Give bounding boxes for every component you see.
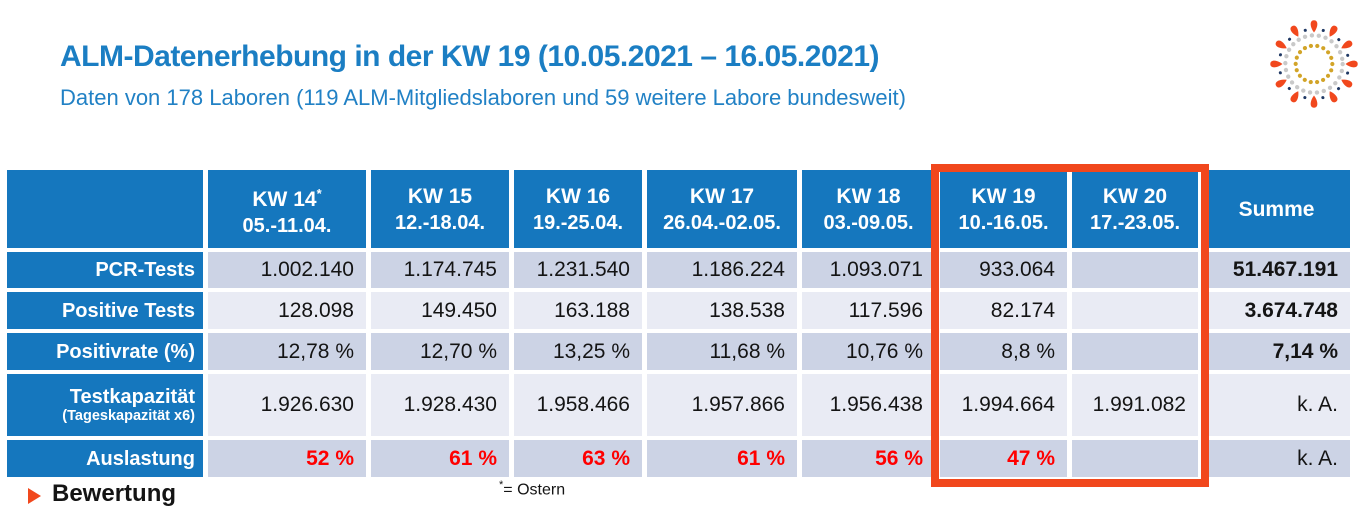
cell: 12,70 % (371, 333, 509, 370)
cell: 1.186.224 (647, 252, 797, 288)
cell: 1.991.082 (1072, 374, 1198, 436)
cell: 52 % (208, 440, 366, 477)
col-header-kw17: KW 17 26.04.-02.05. (647, 170, 797, 248)
table-header-row: KW 14* 05.-11.04. KW 15 12.-18.04. KW 16… (7, 170, 1350, 248)
cell (1072, 333, 1198, 370)
cell: 47 % (940, 440, 1067, 477)
cell: 163.188 (514, 292, 642, 329)
cell: 1.231.540 (514, 252, 642, 288)
cell: 1.994.664 (940, 374, 1067, 436)
sum-cell: k. A. (1203, 374, 1350, 436)
cell (1072, 292, 1198, 329)
cell: 1.928.430 (371, 374, 509, 436)
kw-dates: 05.-11.04. (242, 215, 332, 237)
table-row-positivrate: Positivrate (%) 12,78 % 12,70 % 13,25 % … (7, 333, 1350, 370)
bewertung-heading: Bewertung (28, 480, 176, 508)
col-header-kw18: KW 18 03.-09.05. (802, 170, 935, 248)
cell: 12,78 % (208, 333, 366, 370)
table-row-auslastung: Auslastung 52 % 61 % 63 % 61 % 56 % 47 %… (7, 440, 1350, 477)
row-label-testkapazitaet: Testkapazität (Tageskapazität x6) (7, 374, 203, 436)
footnote-asterisk: * (499, 479, 504, 491)
table-row-positive-tests: Positive Tests 128.098 149.450 163.188 1… (7, 292, 1350, 329)
kw-label: KW 14 (252, 188, 317, 211)
row-sublabel: (Tageskapazität x6) (62, 407, 195, 424)
cell: 13,25 % (514, 333, 642, 370)
virus-icon (1270, 20, 1358, 108)
col-header-summe: Summe (1203, 170, 1350, 248)
cell: 1.956.438 (802, 374, 935, 436)
cell: 1.093.071 (802, 252, 935, 288)
cell: 117.596 (802, 292, 935, 329)
row-label-pcr-tests: PCR-Tests (7, 252, 203, 288)
row-label-positive-tests: Positive Tests (7, 292, 203, 329)
page-subtitle: Daten von 178 Laboren (119 ALM-Mitglieds… (60, 85, 906, 110)
cell: 1.174.745 (371, 252, 509, 288)
cell: 149.450 (371, 292, 509, 329)
col-header-kw20: KW 20 17.-23.05. (1072, 170, 1198, 248)
cell: 56 % (802, 440, 935, 477)
cell (1072, 252, 1198, 288)
col-header-kw15: KW 15 12.-18.04. (371, 170, 509, 248)
col-header-kw14: KW 14* 05.-11.04. (208, 170, 366, 248)
cell: 11,68 % (647, 333, 797, 370)
sum-cell: 51.467.191 (1203, 252, 1350, 288)
row-label-positivrate: Positivrate (%) (7, 333, 203, 370)
cell: 61 % (371, 440, 509, 477)
cell: 1.958.466 (514, 374, 642, 436)
table-row-testkapazitaet: Testkapazität (Tageskapazität x6) 1.926.… (7, 374, 1350, 436)
cell: 8,8 % (940, 333, 1067, 370)
ostern-footnote: *= Ostern (499, 479, 566, 499)
kw-data-table: KW 14* 05.-11.04. KW 15 12.-18.04. KW 16… (2, 166, 1355, 481)
ostern-asterisk: * (316, 186, 322, 201)
cell: 1.002.140 (208, 252, 366, 288)
cell: 1.957.866 (647, 374, 797, 436)
cell (1072, 440, 1198, 477)
corner-cell (7, 170, 203, 248)
col-header-kw19: KW 19 10.-16.05. (940, 170, 1067, 248)
bullet-triangle-icon (28, 487, 41, 504)
cell: 82.174 (940, 292, 1067, 329)
cell: 61 % (647, 440, 797, 477)
page-title: ALM-Datenerhebung in der KW 19 (10.05.20… (60, 40, 880, 73)
sum-cell: 7,14 % (1203, 333, 1350, 370)
row-label-auslastung: Auslastung (7, 440, 203, 477)
cell: 63 % (514, 440, 642, 477)
cell: 10,76 % (802, 333, 935, 370)
bewertung-label: Bewertung (52, 480, 177, 507)
sum-cell: 3.674.748 (1203, 292, 1350, 329)
cell: 138.538 (647, 292, 797, 329)
sum-cell: k. A. (1203, 440, 1350, 477)
cell: 1.926.630 (208, 374, 366, 436)
cell: 128.098 (208, 292, 366, 329)
cell: 933.064 (940, 252, 1067, 288)
col-header-kw16: KW 16 19.-25.04. (514, 170, 642, 248)
table-row-pcr-tests: PCR-Tests 1.002.140 1.174.745 1.231.540 … (7, 252, 1350, 288)
